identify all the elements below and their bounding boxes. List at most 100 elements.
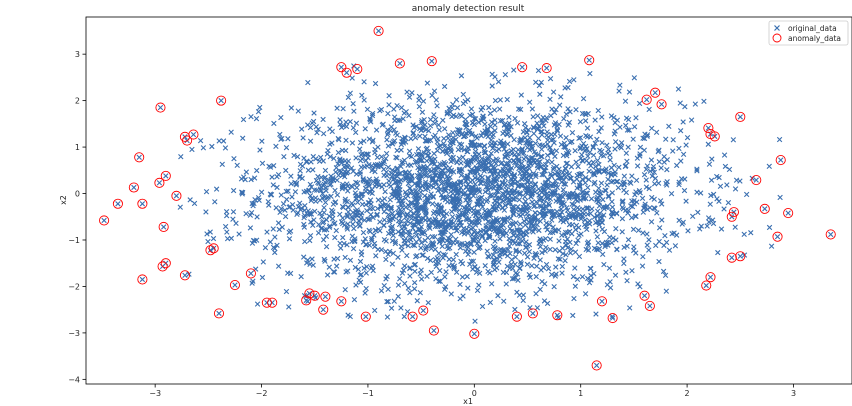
original-data-point bbox=[527, 141, 534, 147]
original-data-point bbox=[384, 273, 390, 280]
original-data-point bbox=[468, 131, 475, 138]
original-data-point bbox=[458, 160, 464, 166]
original-data-point bbox=[454, 126, 461, 133]
original-data-point bbox=[364, 208, 370, 214]
original-data-point bbox=[425, 128, 432, 134]
original-data-point bbox=[386, 102, 392, 108]
original-data-point bbox=[477, 270, 483, 277]
original-data-point bbox=[501, 218, 508, 225]
original-data-point bbox=[690, 213, 696, 220]
original-data-point bbox=[535, 135, 542, 142]
original-data-point bbox=[320, 116, 326, 123]
x-tick-label: 1 bbox=[578, 389, 583, 398]
original-data-point bbox=[302, 207, 308, 214]
original-data-point bbox=[353, 155, 359, 161]
original-data-point bbox=[498, 224, 505, 230]
y-tick-label: −4 bbox=[68, 375, 80, 384]
anomaly-data-point bbox=[703, 122, 714, 134]
original-data-point bbox=[523, 216, 530, 223]
original-data-point bbox=[344, 214, 351, 220]
original-data-point bbox=[584, 240, 591, 246]
original-data-point bbox=[560, 250, 566, 257]
original-data-point bbox=[210, 235, 217, 242]
original-data-point bbox=[349, 140, 356, 146]
original-data-point bbox=[662, 233, 668, 239]
original-data-point bbox=[278, 114, 284, 121]
original-data-point bbox=[444, 109, 451, 116]
original-data-point bbox=[272, 234, 278, 240]
original-data-point bbox=[378, 161, 384, 167]
original-data-point bbox=[526, 271, 533, 278]
original-data-point bbox=[273, 205, 279, 211]
original-data-point bbox=[239, 191, 245, 197]
original-data-point bbox=[472, 318, 478, 324]
original-data-point bbox=[646, 106, 652, 113]
original-data-point bbox=[477, 173, 483, 179]
original-data-point bbox=[356, 146, 363, 152]
original-data-point bbox=[264, 229, 270, 235]
original-data-point bbox=[557, 256, 563, 263]
original-data-point bbox=[663, 136, 669, 142]
anomaly-data-point bbox=[267, 297, 278, 308]
original-data-point bbox=[427, 257, 434, 264]
original-data-point bbox=[710, 191, 717, 198]
original-data-point bbox=[476, 187, 482, 193]
original-data-point bbox=[503, 160, 510, 167]
original-data-point bbox=[496, 195, 502, 201]
original-data-point bbox=[369, 139, 376, 145]
original-data-point bbox=[404, 211, 410, 217]
original-data-point bbox=[333, 227, 339, 234]
original-data-point bbox=[279, 224, 285, 230]
original-data-point bbox=[283, 288, 290, 295]
original-data-point bbox=[230, 216, 236, 222]
original-data-point bbox=[378, 204, 384, 210]
original-data-point bbox=[640, 254, 646, 260]
anomaly-data-point bbox=[128, 182, 139, 193]
original-data-point bbox=[532, 140, 539, 147]
original-data-point bbox=[558, 179, 565, 185]
original-data-point bbox=[254, 214, 260, 220]
original-data-point bbox=[576, 253, 583, 260]
original-data-point bbox=[506, 196, 512, 202]
original-data-point bbox=[582, 110, 588, 117]
original-data-point bbox=[400, 227, 407, 234]
original-data-point bbox=[521, 173, 528, 180]
original-data-point bbox=[283, 144, 290, 151]
original-data-point bbox=[273, 143, 279, 149]
original-data-point bbox=[459, 229, 465, 236]
original-data-point bbox=[624, 158, 630, 164]
original-data-point bbox=[334, 105, 340, 111]
original-data-point bbox=[557, 212, 563, 218]
original-data-point bbox=[650, 166, 656, 173]
original-data-point bbox=[343, 269, 349, 275]
original-data-point bbox=[562, 229, 569, 236]
original-data-point bbox=[357, 222, 363, 229]
x-tick-label: 0 bbox=[472, 389, 477, 398]
original-data-point bbox=[345, 94, 352, 101]
original-data-point bbox=[295, 209, 301, 216]
anomaly-data-point bbox=[216, 95, 227, 106]
original-data-point bbox=[254, 167, 260, 174]
original-data-point bbox=[493, 188, 500, 194]
original-data-point bbox=[586, 57, 592, 63]
original-data-point bbox=[286, 236, 293, 242]
original-data-point bbox=[407, 290, 413, 296]
original-data-point bbox=[307, 193, 314, 199]
original-data-point bbox=[431, 88, 438, 94]
original-data-point bbox=[375, 226, 382, 232]
original-data-point bbox=[656, 258, 662, 265]
original-data-point bbox=[262, 245, 269, 251]
original-data-point bbox=[411, 242, 418, 249]
original-data-point bbox=[448, 291, 454, 297]
original-data-point bbox=[637, 190, 643, 196]
original-data-point bbox=[495, 292, 501, 299]
original-data-point bbox=[332, 220, 338, 226]
original-data-point bbox=[524, 229, 530, 235]
original-data-point bbox=[442, 274, 448, 280]
original-data-point bbox=[507, 225, 513, 232]
original-data-point bbox=[311, 217, 317, 223]
original-data-point bbox=[443, 181, 450, 187]
original-data-point bbox=[532, 159, 538, 166]
original-data-point bbox=[485, 225, 492, 232]
original-data-point bbox=[545, 266, 552, 272]
